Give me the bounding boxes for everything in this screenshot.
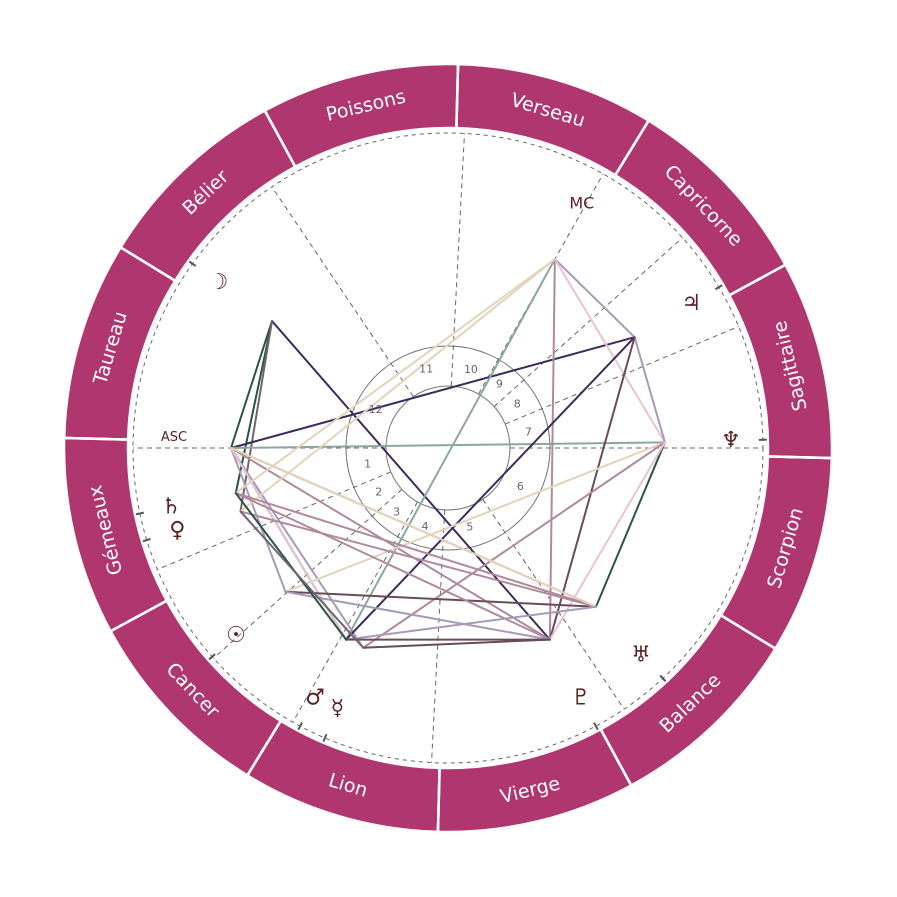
aspect-line-mc-mars <box>345 258 556 641</box>
sign-divider <box>63 436 131 441</box>
neptune-icon: ♆ <box>721 428 741 453</box>
sun-icon: ☉ <box>226 623 246 648</box>
mc-label: MC <box>569 194 594 213</box>
house-number: 5 <box>466 521 473 534</box>
sign-divider <box>245 718 283 777</box>
planet-tick <box>593 722 599 731</box>
aspect-line-neptune-pluto <box>548 441 666 641</box>
house-number: 6 <box>517 480 524 493</box>
aspect-line-venus-uranus <box>239 510 597 608</box>
aspect-line-mars-uranus <box>345 605 597 641</box>
sign-divider <box>726 263 787 298</box>
aspect-line-sun-pluto <box>284 590 551 641</box>
inner-circle <box>385 385 511 511</box>
house-number: 2 <box>375 485 382 498</box>
sign-divider <box>109 598 170 633</box>
aspect-line-moon-pluto <box>270 320 551 641</box>
aspect-line-venus-mercury <box>239 510 365 649</box>
sign-divider <box>613 119 651 178</box>
aspect-line-sun-uranus <box>284 590 597 608</box>
planet-tick <box>322 733 328 743</box>
mercury-icon: ☿ <box>331 696 345 721</box>
aspect-line-jupiter-pluto <box>548 336 636 641</box>
planet-tick <box>142 537 151 543</box>
aspect-line-mc-venus <box>239 258 556 513</box>
asc-label: ASC <box>161 430 187 445</box>
planet-tick <box>659 674 667 682</box>
house-number: 1 <box>364 458 371 471</box>
house-number: 10 <box>464 363 478 376</box>
axis-labels: ASC MC <box>161 194 594 445</box>
sign-divider <box>455 63 460 131</box>
house-cusps <box>133 133 763 763</box>
uranus-icon: ♅ <box>631 642 651 667</box>
aspect-line-saturn-pluto <box>234 492 551 641</box>
aspect-line-asc-pluto <box>230 447 551 641</box>
aspect-line-jupiter-mars <box>345 336 636 641</box>
planet-tick <box>208 653 216 661</box>
sign-divider <box>263 109 298 170</box>
planet-tick <box>297 722 303 731</box>
aspect-lines <box>230 258 666 649</box>
aspect-line-asc-jupiter <box>230 336 636 449</box>
house-cusp-line <box>431 509 446 763</box>
chart-circles <box>132 132 764 764</box>
sign-divider <box>119 245 178 283</box>
house-cusp-line <box>271 186 414 397</box>
aspect-line-mc-pluto <box>548 258 556 641</box>
venus-icon: ♀ <box>169 518 185 543</box>
planet-tick <box>714 284 723 291</box>
aspect-line-saturn-uranus <box>234 492 597 608</box>
pluto-icon: ♇ <box>571 685 591 710</box>
aspect-line-asc-uranus <box>230 447 597 608</box>
house-number: 12 <box>369 403 383 416</box>
house-cusp-line <box>493 237 683 407</box>
sign-divider <box>718 613 777 651</box>
aspect-line-neptune-uranus <box>594 441 666 608</box>
aspect-line-neptune-sun <box>284 441 666 593</box>
house-cusp-line <box>292 501 418 723</box>
aspect-line-jupiter-neptune <box>633 336 666 444</box>
aspect-line-mc-neptune <box>553 258 666 444</box>
house-number: 4 <box>422 520 429 533</box>
jupiter-icon: ♃ <box>681 291 701 316</box>
planet-tick <box>135 511 145 516</box>
sign-divider <box>598 726 633 787</box>
aspect-line-mercury-pluto <box>362 638 551 649</box>
house-cusp-line <box>450 133 465 387</box>
aspect-line-asc-mercury <box>230 447 365 649</box>
planet-glyphs: ☽ ♄♀ ☉ ♂ ☿ ♇ ♅ ♆ ♃ <box>135 260 767 743</box>
aspect-line-asc-sun <box>230 447 287 593</box>
house-number: 9 <box>496 378 503 391</box>
moon-icon: ☽ <box>209 270 229 295</box>
house-number: 8 <box>514 398 521 411</box>
mars-icon: ♂ <box>305 685 325 710</box>
aspect-line-moon-saturn <box>234 320 273 495</box>
house-number: 3 <box>393 505 400 518</box>
sign-divider <box>436 765 441 833</box>
saturn-icon: ♄ <box>161 494 181 519</box>
house-number: 11 <box>419 362 433 375</box>
aspect-line-mc-saturn <box>234 258 556 495</box>
aspect-line-moon-venus <box>239 320 273 513</box>
aspect-line-moon-asc <box>230 320 273 449</box>
dashed-degree-circle <box>132 132 764 764</box>
aspect-line-mc-jupiter <box>553 258 636 339</box>
house-cusp-line <box>505 325 739 425</box>
sign-divider <box>765 455 833 460</box>
aspect-line-neptune-mercury <box>362 441 666 649</box>
planet-tick <box>188 260 197 267</box>
house-number: 7 <box>525 425 532 438</box>
aspect-line-asc-neptune <box>230 441 666 449</box>
